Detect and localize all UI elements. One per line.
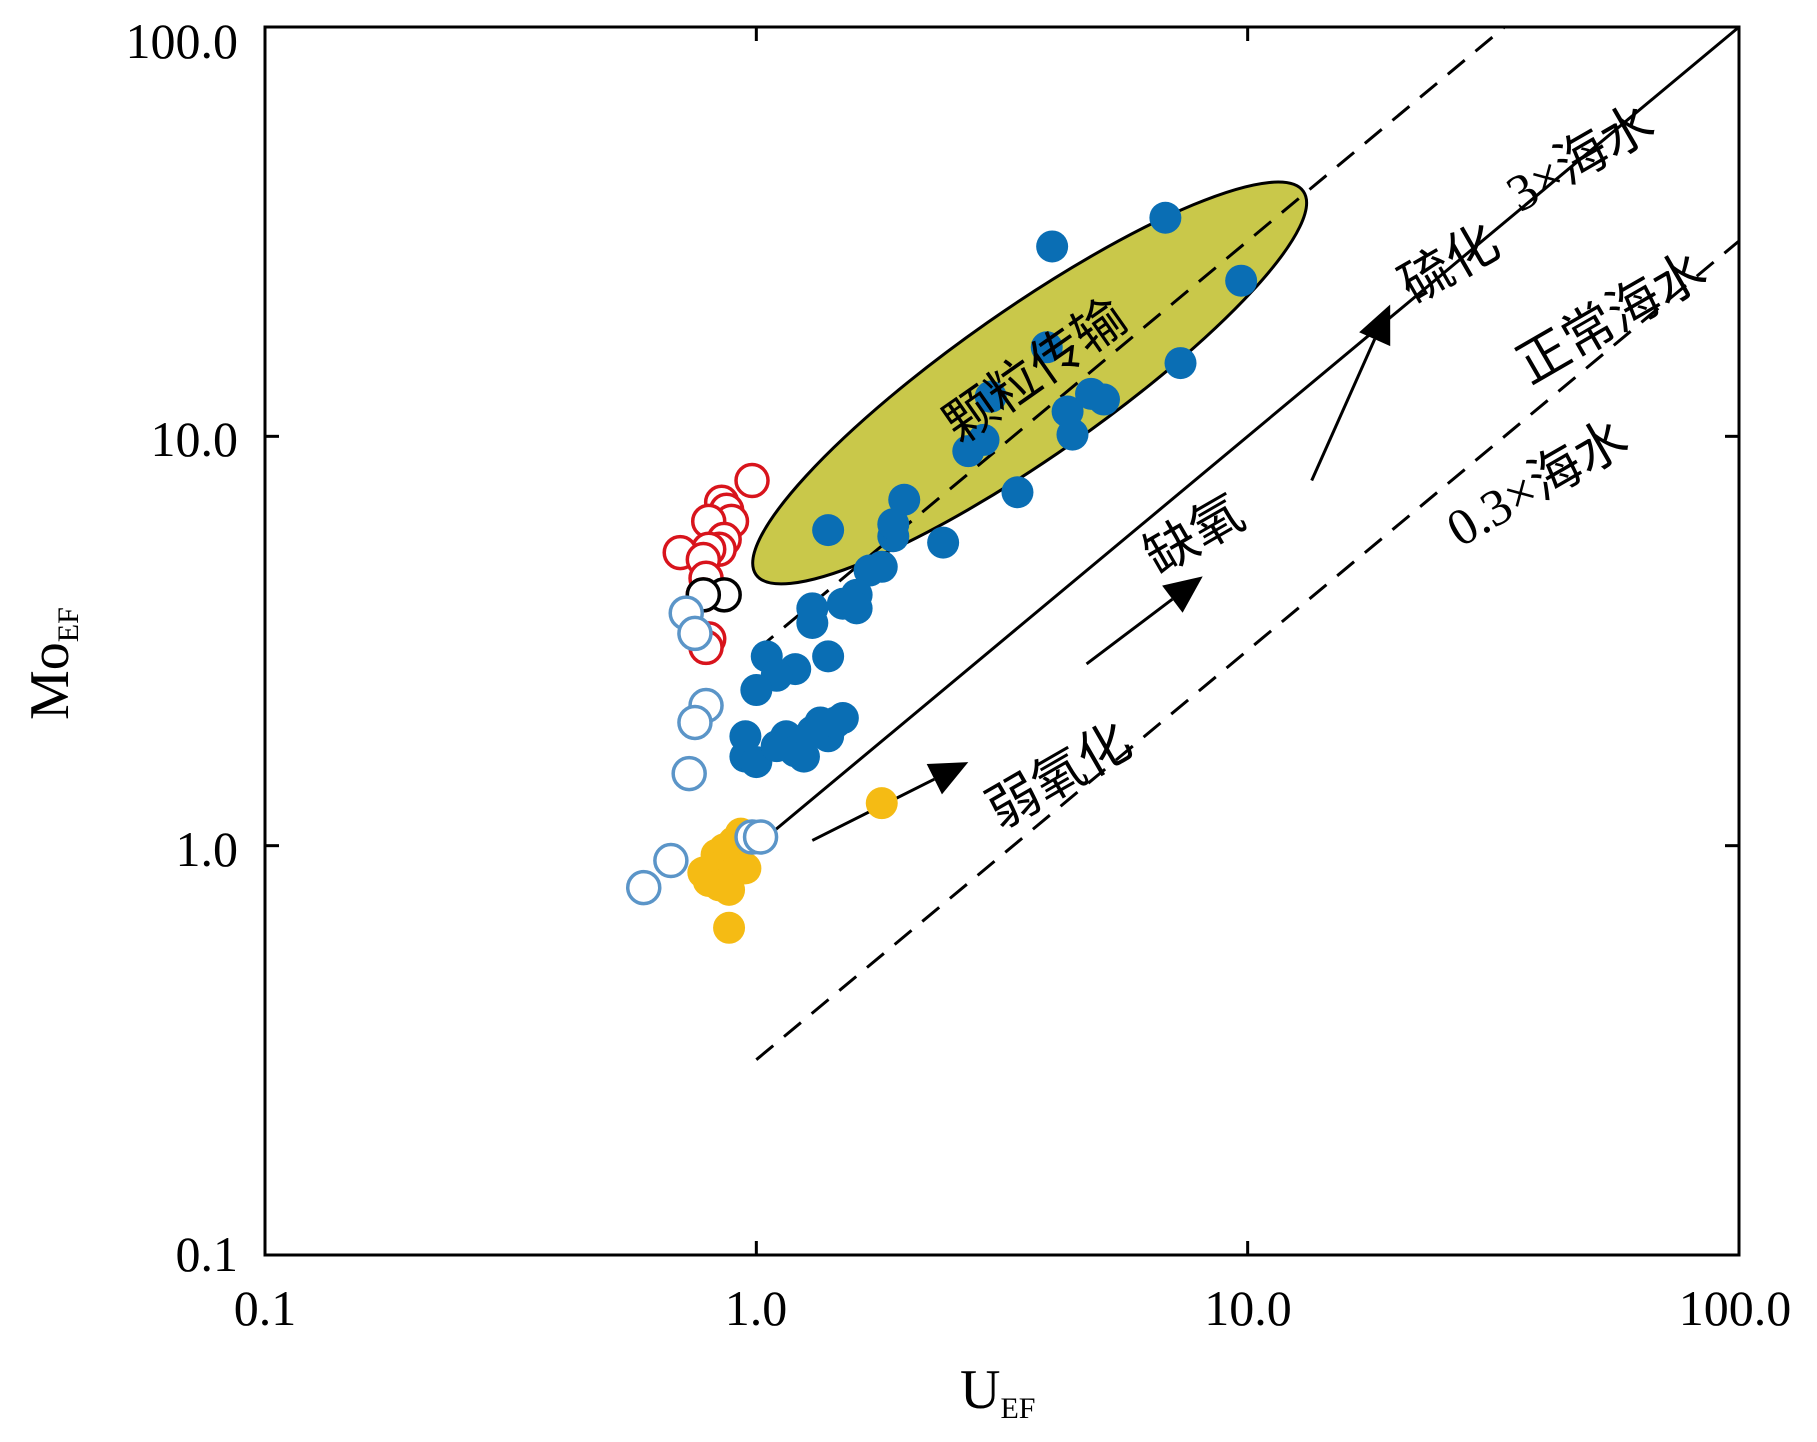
data-point — [787, 740, 820, 773]
arrow-head-0 — [926, 762, 969, 795]
data-point — [677, 615, 713, 652]
data-point — [952, 435, 985, 468]
data-point — [1030, 331, 1063, 364]
data-point — [812, 514, 845, 547]
label-3x-seawater: 3×海水 — [1498, 94, 1664, 223]
x-tick-label: 1.0 — [725, 1280, 788, 1336]
data-point — [742, 819, 779, 855]
y-axis-title: MoEF — [19, 607, 85, 720]
data-point — [734, 462, 770, 499]
data-point — [888, 483, 921, 516]
data-point — [1056, 418, 1089, 451]
data-point — [740, 674, 773, 707]
y-tick-label: 10.0 — [151, 411, 239, 467]
y-tick-label: 0.1 — [176, 1226, 239, 1282]
arrow-shaft-2 — [1310, 338, 1377, 482]
data-point — [625, 869, 662, 906]
data-point — [653, 842, 689, 879]
data-point — [1164, 347, 1197, 380]
data-point — [677, 704, 713, 741]
data-point — [826, 587, 859, 620]
data-point — [853, 554, 886, 587]
data-point — [1036, 230, 1069, 263]
data-point — [974, 380, 1007, 413]
data-point — [1149, 201, 1182, 234]
data-point — [796, 606, 829, 639]
y-tick-label: 1.0 — [176, 821, 239, 877]
data-point — [927, 526, 960, 559]
data-point — [865, 787, 898, 820]
plot-frame — [263, 25, 1741, 1257]
reference-line-2 — [755, 239, 1740, 1061]
axis-ticks — [263, 25, 1741, 1257]
label-normal-seawater: 正常海水 — [1508, 242, 1717, 395]
data-point — [713, 911, 746, 944]
data-point — [812, 640, 845, 673]
label-sulfidic: 硫化 — [1391, 214, 1510, 315]
x-axis-title: UEF — [960, 1359, 1035, 1425]
data-point — [703, 869, 736, 902]
data-point — [1225, 264, 1258, 297]
arrow-head-1 — [1162, 576, 1203, 613]
y-tick-label: 100.0 — [126, 13, 239, 69]
data-point — [671, 755, 707, 792]
label-suboxic: 弱氧化 — [978, 713, 1142, 840]
arrow-shaft-1 — [1085, 598, 1174, 666]
x-tick-label: 10.0 — [1204, 1280, 1292, 1336]
label-anoxic: 缺氧 — [1136, 485, 1255, 586]
x-tick-label: 100.0 — [1679, 1280, 1792, 1336]
label-0.3x-seawater: 0.3×海水 — [1438, 410, 1638, 559]
data-point — [1001, 476, 1034, 509]
data-point — [826, 702, 859, 735]
data-point — [877, 508, 910, 541]
data-point — [1087, 383, 1120, 416]
reference-line-1 — [755, 25, 1740, 847]
x-tick-label: 0.1 — [234, 1280, 297, 1336]
arrow-head-2 — [1359, 304, 1391, 347]
data-points — [625, 201, 1258, 944]
